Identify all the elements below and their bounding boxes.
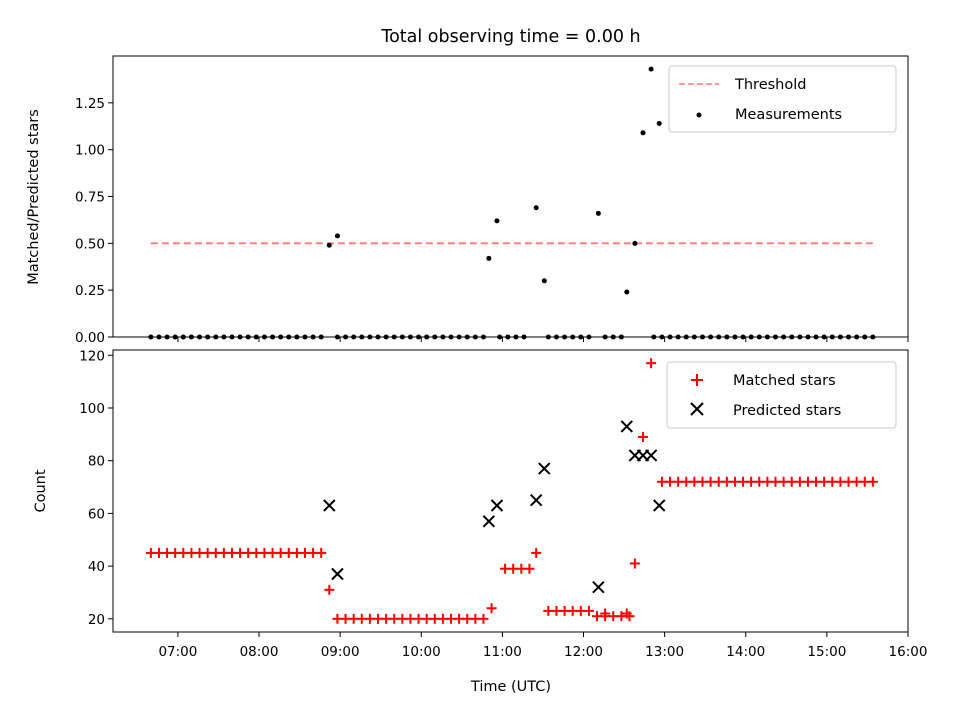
predicted-star-point [482, 515, 496, 528]
predicted-star-point [529, 494, 543, 507]
top-legend: Threshold Measurements [668, 65, 897, 133]
matched-star-point [583, 605, 594, 616]
bottom-y-tick-label: 100 [79, 401, 105, 417]
predicted-star-point [490, 499, 504, 512]
bottom-y-axis-label: Count [33, 469, 49, 512]
chart-title: Total observing time = 0.00 h [380, 27, 640, 47]
predicted-star-point [644, 449, 658, 462]
top-y-axis-label: Matched/Predicted stars [26, 109, 42, 285]
legend-threshold-label: Threshold [734, 77, 806, 93]
x-tick-label: 09:00 [321, 644, 360, 660]
x-tick-label: 14:00 [726, 644, 765, 660]
measurement-point [656, 120, 662, 126]
matched-star-point [531, 547, 542, 558]
measurement-point [334, 233, 340, 239]
bottom-legend: Matched stars Predicted stars [666, 361, 897, 429]
legend-predicted-swatch [690, 402, 704, 416]
matched-star-point [478, 613, 489, 624]
matched-star-point [629, 558, 640, 569]
legend-matched-swatch [691, 374, 703, 386]
matched-star-point [867, 476, 878, 487]
bottom-y-tick-label: 80 [88, 454, 105, 470]
measurement-point [486, 255, 492, 261]
x-tick-label: 11:00 [483, 644, 522, 660]
matched-star-point [486, 603, 497, 614]
legend-matched-label: Matched stars [733, 373, 836, 389]
measurement-point [624, 289, 630, 295]
predicted-star-point [331, 567, 344, 581]
matched-star-point [646, 358, 657, 369]
measurement-point [326, 242, 332, 248]
measurement-point [595, 210, 601, 216]
bottom-x-axis-label: Time (UTC) [470, 679, 551, 695]
bottom-panel: 20 40 60 80 100 120 07:00 08:00 09:00 10:00 11:00… [33, 348, 927, 695]
measurement-point [632, 240, 638, 246]
measurement-point [640, 130, 646, 136]
bottom-y-tick-label: 60 [88, 506, 105, 522]
matched-star-point [638, 431, 648, 442]
predicted-star-point [620, 420, 633, 433]
predicted-star-point [592, 580, 605, 594]
top-panel: 0.00 0.25 0.50 0.75 1.00 1.25 Matched/Predict… [26, 55, 909, 346]
predicted-star-point [323, 499, 336, 512]
legend-measurements-swatch [696, 112, 702, 118]
x-tick-label: 13:00 [645, 644, 684, 660]
bottom-y-tick-label: 20 [88, 612, 105, 628]
top-y-tick-label: 1.00 [75, 143, 105, 159]
x-tick-label: 12:00 [564, 644, 603, 660]
bottom-y-tick-label: 40 [88, 559, 105, 575]
measurement-point [648, 66, 654, 72]
x-tick-label: 15:00 [807, 644, 846, 660]
x-tick-label: 08:00 [240, 644, 279, 660]
top-y-tick-label: 0.25 [75, 283, 105, 299]
bottom-panel-frame [112, 349, 909, 633]
measurement-point [533, 205, 539, 211]
legend-predicted-label: Predicted stars [733, 403, 841, 419]
legend-measurements-label: Measurements [735, 107, 842, 123]
matched-star-point [524, 563, 535, 574]
predicted-star-point [538, 462, 551, 475]
matched-star-point [316, 547, 327, 558]
x-tick-label: 10:00 [402, 644, 441, 660]
top-y-tick-label: 0.00 [75, 330, 105, 346]
top-y-tick-label: 0.75 [75, 190, 105, 206]
measurement-point [494, 218, 500, 224]
x-tick-label: 16:00 [889, 644, 928, 660]
top-y-tick-label: 0.50 [75, 236, 105, 252]
matched-star-point [621, 608, 632, 619]
top-y-tick-label: 1.25 [75, 96, 105, 112]
x-tick-label: 07:00 [158, 644, 197, 660]
measurement-point [541, 278, 547, 284]
matched-star-point [600, 608, 611, 619]
matched-star-point [324, 584, 335, 595]
predicted-star-point [653, 499, 666, 512]
bottom-y-tick-label: 120 [79, 348, 105, 364]
